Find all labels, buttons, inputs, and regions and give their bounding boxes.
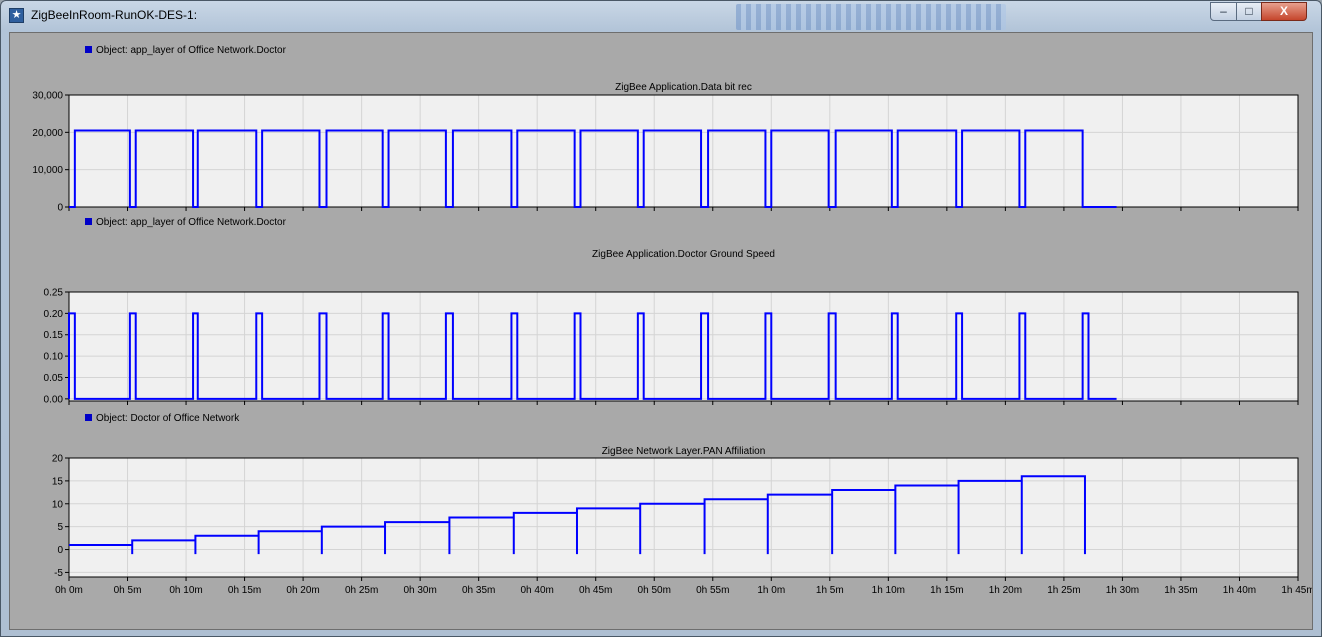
series-line	[69, 475, 1086, 555]
series-line	[68, 312, 1117, 400]
x-tick-label: 0h 10m	[169, 585, 202, 596]
plot-area[interactable]	[69, 292, 1298, 401]
y-tick-label: 0.25	[44, 288, 64, 299]
x-tick-label: 1h 15m	[930, 585, 963, 596]
x-tick-label: 0h 20m	[286, 585, 319, 596]
y-tick-label: 30,000	[32, 91, 63, 102]
minimize-button[interactable]: –	[1210, 2, 1237, 21]
legend-swatch	[85, 218, 92, 225]
x-tick-label: 0h 35m	[462, 585, 495, 596]
x-tick-label: 1h 0m	[757, 585, 785, 596]
plot-area[interactable]	[69, 458, 1298, 577]
chart-title: ZigBee Application.Doctor Ground Speed	[592, 249, 775, 260]
x-tick-label: 1h 25m	[1047, 585, 1080, 596]
legend-swatch	[85, 46, 92, 53]
x-tick-label: 0h 5m	[114, 585, 142, 596]
y-tick-label: 0	[57, 203, 63, 214]
x-tick-label: 1h 40m	[1223, 585, 1256, 596]
x-tick-label: 0h 50m	[638, 585, 671, 596]
y-tick-label: 20	[52, 454, 64, 465]
plot-border	[68, 457, 1299, 578]
chart-title: ZigBee Application.Data bit rec	[615, 82, 752, 93]
titlebar-decoration	[736, 4, 1006, 30]
star-app-icon[interactable]: ★	[9, 8, 24, 23]
y-tick-label: 15	[52, 476, 64, 487]
y-tick-label: 20,000	[32, 128, 63, 139]
y-tick-label: 0.05	[44, 373, 64, 384]
x-tick-label: 1h 5m	[816, 585, 844, 596]
y-tick-label: 5	[57, 522, 63, 533]
series-line	[69, 129, 1117, 208]
legend-label: Object: Doctor of Office Network	[96, 413, 240, 424]
x-tick-label: 0h 30m	[403, 585, 436, 596]
x-tick-label: 0h 15m	[228, 585, 261, 596]
close-button[interactable]: X	[1261, 2, 1307, 21]
x-tick-label: 1h 30m	[1106, 585, 1139, 596]
legend-label: Object: app_layer of Office Network.Doct…	[96, 217, 287, 228]
x-tick-label: 0h 55m	[696, 585, 729, 596]
y-tick-label: 10	[52, 499, 64, 510]
x-tick-label: 0h 45m	[579, 585, 612, 596]
y-tick-label: 10,000	[32, 165, 63, 176]
x-tick-label: 0h 0m	[55, 585, 83, 596]
plot-area[interactable]	[69, 95, 1298, 207]
y-tick-label: 0.00	[44, 394, 64, 405]
legend-label: Object: app_layer of Office Network.Doct…	[96, 45, 287, 56]
y-tick-label: 0.20	[44, 309, 64, 320]
y-tick-label: 0.10	[44, 352, 64, 363]
y-tick-label: 0.15	[44, 330, 64, 341]
x-tick-label: 1h 45m	[1281, 585, 1312, 596]
x-tick-label: 0h 40m	[521, 585, 554, 596]
y-tick-label: -5	[54, 568, 63, 579]
maximize-button[interactable]: □	[1236, 2, 1262, 21]
chart-panel: Object: app_layer of Office Network.Doct…	[9, 32, 1313, 630]
chart-title: ZigBee Network Layer.PAN Affiliation	[602, 446, 766, 457]
x-tick-label: 0h 25m	[345, 585, 378, 596]
charts-svg: Object: app_layer of Office Network.Doct…	[32, 45, 1312, 596]
window-title: ZigBeeInRoom-RunOK-DES-1:	[31, 8, 198, 22]
plot-border	[68, 94, 1299, 208]
x-tick-label: 1h 20m	[989, 585, 1022, 596]
x-tick-label: 1h 35m	[1164, 585, 1197, 596]
title-bar[interactable]: ★ ZigBeeInRoom-RunOK-DES-1: – □ X	[1, 1, 1321, 33]
x-tick-label: 1h 10m	[872, 585, 905, 596]
y-tick-label: 0	[57, 545, 63, 556]
legend-swatch	[85, 414, 92, 421]
